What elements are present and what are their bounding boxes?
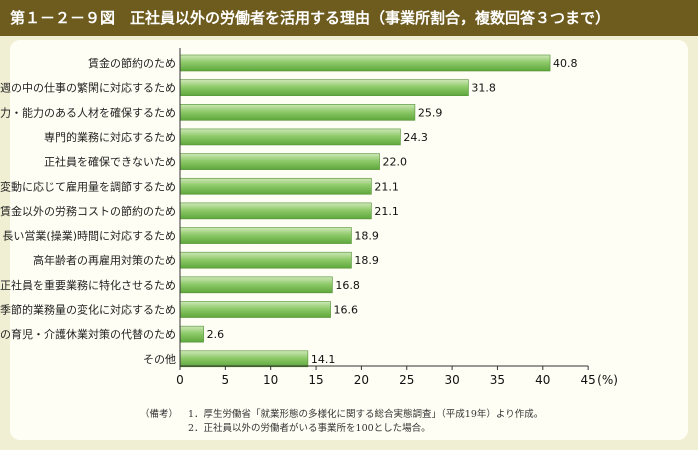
- category-label: 長い営業(操業)時間に対応するため: [2, 229, 176, 243]
- bar: [179, 227, 352, 244]
- bar: [179, 79, 469, 96]
- category-label: 専門的業務に対応するため: [44, 130, 176, 144]
- bar: [179, 54, 551, 72]
- x-tick-label: 20: [354, 373, 369, 387]
- x-tick-label: 15: [308, 373, 323, 387]
- value-label: 2.6: [207, 328, 225, 341]
- bar: [179, 202, 372, 220]
- value-label: 21.1: [374, 180, 399, 193]
- value-label: 22.0: [383, 156, 408, 169]
- category-label: 正社員を確保できないため: [44, 155, 176, 169]
- x-tick-label: 45: [581, 373, 596, 387]
- x-tick-label: 10: [263, 373, 278, 387]
- bar: [179, 177, 372, 195]
- value-label: 25.9: [418, 106, 443, 119]
- category-label: 正社員の育児・介護休業対策の代替のため: [0, 327, 176, 341]
- bar: [179, 325, 204, 343]
- bar: [179, 350, 309, 368]
- x-tick-label: 35: [490, 373, 505, 387]
- value-label: 16.6: [334, 304, 359, 317]
- x-tick-label: 30: [444, 373, 459, 387]
- chart-title: 第１－２－９図 正社員以外の労働者を活用する理由（事業所割合，複数回答３つまで）: [0, 0, 698, 36]
- category-label: 賃金以外の労務コストの節約のため: [0, 204, 176, 218]
- x-axis: 0 5 10 15 20 25 30 35 40 45 (%): [176, 48, 618, 387]
- bar: [179, 128, 401, 146]
- bars-layer: 賃金の節約のため 40.8 1日、週の中の仕事の繁閑に対応するため 31.8 即戦力・能…: [0, 54, 578, 368]
- bar: [179, 104, 416, 121]
- x-tick-label: 5: [222, 373, 230, 387]
- bar: [179, 153, 380, 170]
- category-label: 正社員を重要業務に特化させるため: [0, 278, 176, 292]
- value-label: 24.3: [403, 131, 428, 144]
- bar: [179, 301, 331, 318]
- x-tick-label: 0: [176, 373, 184, 387]
- category-label: 1日、週の中の仕事の繁閑に対応するため: [0, 81, 176, 95]
- value-label: 18.9: [354, 230, 379, 243]
- value-label: 31.8: [471, 82, 496, 95]
- value-label: 16.8: [335, 279, 360, 292]
- note-line-2: 2．正社員以外の労働者がいる事業所を100とした場合。: [188, 423, 431, 434]
- value-label: 14.1: [311, 353, 336, 366]
- category-label: その他: [143, 353, 176, 366]
- category-label: 即戦力・能力のある人材を確保するため: [0, 105, 176, 119]
- value-label: 18.9: [354, 254, 379, 267]
- x-tick-label: 40: [535, 373, 550, 387]
- note-line-1: 1．厚生労働省「就業形態の多様化に関する総合実態調査」（平成19年）より作成。: [188, 409, 544, 420]
- notes-prefix: （備考）: [140, 409, 179, 420]
- x-tick-label: 25: [399, 373, 414, 387]
- category-label: 賃金の節約のため: [88, 56, 176, 70]
- value-label: 21.1: [374, 205, 399, 218]
- bar: [179, 276, 333, 294]
- bar: [179, 251, 352, 269]
- value-label: 40.8: [553, 57, 578, 70]
- x-unit-label: (%): [597, 373, 618, 387]
- notes: （備考） 1．厚生労働省「就業形態の多様化に関する総合実態調査」（平成19年）よ…: [140, 408, 543, 436]
- category-label: 高年齢者の再雇用対策のため: [33, 253, 176, 267]
- category-label: 景気変動に応じて雇用量を調節するため: [0, 179, 176, 193]
- category-label: 臨時・季節的業務量の変化に対応するため: [0, 303, 176, 317]
